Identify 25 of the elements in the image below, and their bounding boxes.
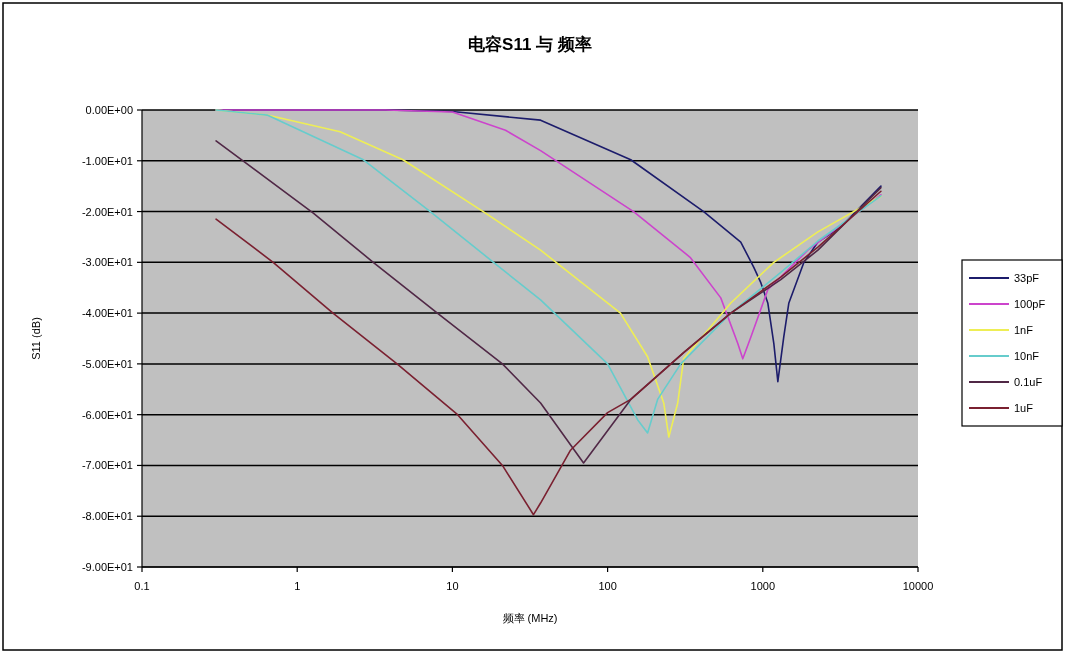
x-tick-label: 100 <box>598 580 617 592</box>
legend-label: 10nF <box>1014 350 1040 362</box>
x-tick-label: 10000 <box>902 580 934 592</box>
x-axis-title: 频率 (MHz) <box>502 612 558 624</box>
y-tick-label: -7.00E+01 <box>81 459 133 472</box>
y-tick-label: 0.00E+00 <box>85 104 133 116</box>
y-tick-label: -8.00E+01 <box>81 510 133 523</box>
y-axis-title: S11 (dB) <box>30 317 42 360</box>
y-tick-label: -1.00E+01 <box>81 154 133 167</box>
legend-label: 1uF <box>1014 402 1034 414</box>
y-tick-label: -6.00E+01 <box>81 408 133 421</box>
x-tick-label: 0.1 <box>134 580 150 592</box>
legend-label: 33pF <box>1014 272 1040 284</box>
x-tick-label: 1000 <box>750 580 776 592</box>
legend-label: 1nF <box>1014 324 1034 336</box>
chart-title: 电容S11 与 频率 <box>468 35 592 54</box>
x-tick-label: 1 <box>294 580 301 592</box>
legend-label: 0.1uF <box>1014 376 1043 388</box>
y-tick-label: -5.00E+01 <box>81 357 133 370</box>
y-tick-label: -3.00E+01 <box>81 256 133 269</box>
y-tick-label: -2.00E+01 <box>81 205 133 218</box>
y-tick-label: -9.00E+01 <box>81 561 133 573</box>
legend-label: 100pF <box>1014 298 1046 310</box>
y-tick-label: -4.00E+01 <box>81 307 133 320</box>
x-tick-label: 10 <box>446 580 459 592</box>
